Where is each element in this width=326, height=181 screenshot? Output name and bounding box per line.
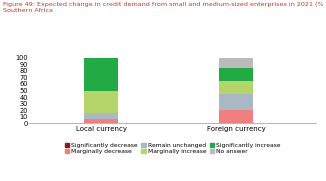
- Bar: [219, 58, 253, 68]
- Bar: [84, 90, 118, 113]
- Bar: [84, 113, 118, 119]
- Bar: [219, 68, 253, 81]
- Bar: [84, 119, 118, 123]
- Text: Figure 49: Expected change in credit demand from small and medium-sized enterpri: Figure 49: Expected change in credit dem…: [3, 2, 326, 13]
- Bar: [219, 81, 253, 94]
- Bar: [219, 110, 253, 123]
- Legend: Significantly decrease, Marginally decrease, Remain unchanged, Marginally increa: Significantly decrease, Marginally decre…: [62, 140, 283, 157]
- Bar: [84, 58, 118, 90]
- Bar: [219, 94, 253, 110]
